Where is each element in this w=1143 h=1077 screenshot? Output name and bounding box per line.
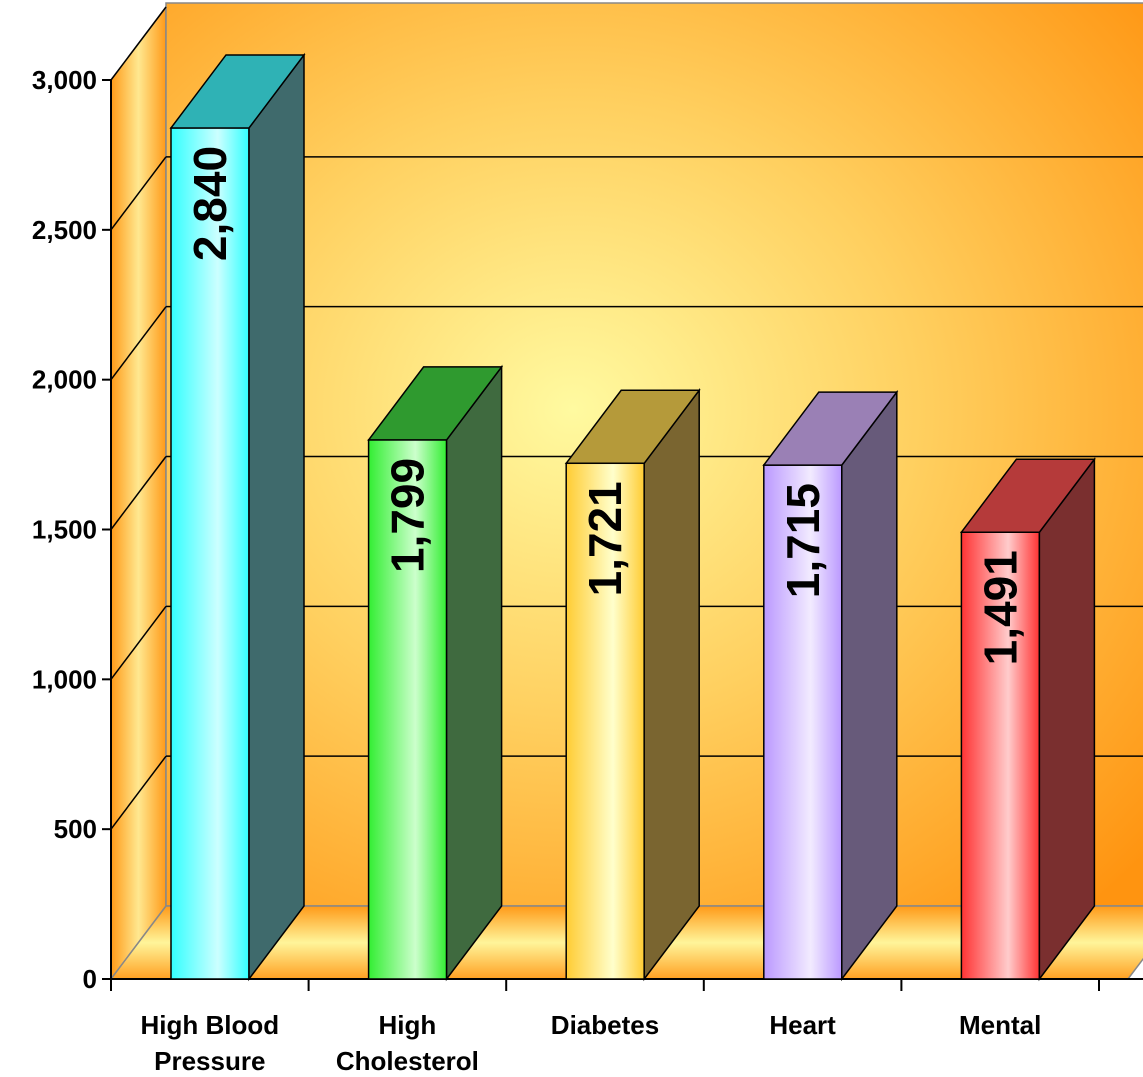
gridline-side bbox=[110, 6, 167, 81]
y-axis-ticks: 0 500 1,000 1,500 2,000 2,500 3,000 bbox=[32, 65, 111, 994]
bar-front bbox=[763, 464, 843, 980]
gridline-side bbox=[110, 605, 167, 680]
x-axis-labels: High Blood Pressure High Cholesterol Diabete… bbox=[140, 1010, 1041, 1076]
bar-value-label: 2,840 bbox=[184, 146, 236, 261]
y-tick-label: 1,000 bbox=[32, 664, 97, 694]
gridline-side bbox=[110, 156, 167, 231]
bar-top bbox=[169, 54, 306, 129]
y-tick-label: 1,500 bbox=[32, 515, 97, 545]
bar-front bbox=[960, 531, 1041, 980]
bar-front bbox=[565, 462, 645, 980]
x-category-label: High Blood bbox=[140, 1010, 279, 1040]
bar: 1,721 bbox=[564, 388, 701, 982]
bar: 1,715 bbox=[762, 389, 899, 982]
bar-side bbox=[841, 389, 898, 982]
y-tick-label: 3,000 bbox=[32, 65, 97, 95]
bar-side bbox=[1038, 456, 1096, 982]
bars: 2,840 1,799 1,721 1,715 1,491 bbox=[169, 52, 1096, 982]
bar-value-label: 1,491 bbox=[974, 550, 1026, 665]
bar-side bbox=[643, 388, 700, 982]
x-category-label: Mental bbox=[959, 1010, 1041, 1040]
bar-side bbox=[248, 52, 305, 982]
bar: 2,840 bbox=[169, 52, 306, 982]
x-category-label: Diabetes bbox=[551, 1010, 659, 1040]
bar-front bbox=[367, 439, 448, 980]
x-category-label: High bbox=[379, 1010, 437, 1040]
x-category-label: Pressure bbox=[154, 1046, 265, 1076]
bar: 1,799 bbox=[367, 364, 504, 982]
bar: 1,491 bbox=[959, 456, 1096, 982]
bar-side bbox=[445, 364, 503, 982]
bar-top bbox=[762, 391, 899, 466]
bar-value-label: 1,721 bbox=[579, 481, 631, 596]
y-tick-label: 2,500 bbox=[32, 215, 97, 245]
bar-value-label: 1,715 bbox=[777, 483, 829, 598]
gridline-side bbox=[110, 755, 167, 830]
gridline-side bbox=[110, 306, 167, 381]
y-tick-label: 500 bbox=[54, 814, 97, 844]
gridline-side bbox=[110, 456, 167, 530]
x-category-label: Heart bbox=[769, 1010, 836, 1040]
y-tick-label: 2,000 bbox=[32, 365, 97, 395]
bar-top bbox=[564, 389, 701, 465]
bar-value-label: 1,799 bbox=[382, 458, 434, 573]
x-category-label: Cholesterol bbox=[336, 1046, 479, 1076]
y-tick-label: 0 bbox=[83, 964, 97, 994]
bar-front bbox=[170, 127, 250, 980]
bar-top bbox=[367, 366, 504, 441]
bar-top bbox=[959, 458, 1096, 533]
